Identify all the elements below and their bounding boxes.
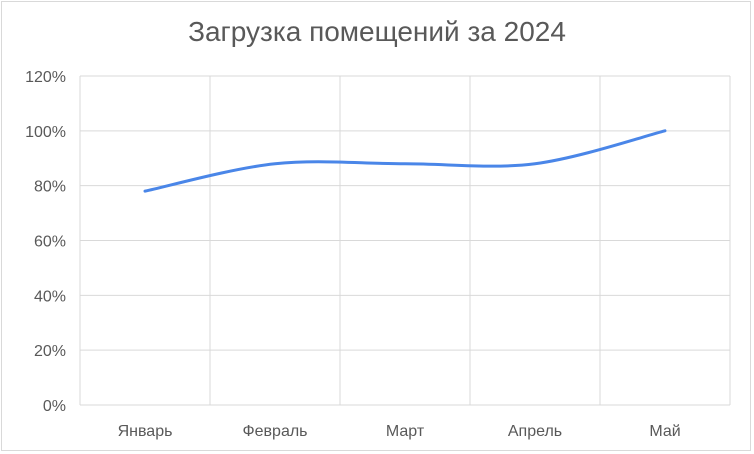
y-axis-ticks: 0% 20% 40% 60% 80% 100% 120% bbox=[25, 69, 66, 415]
y-tick-label: 0% bbox=[43, 398, 66, 415]
y-tick-label: 20% bbox=[34, 343, 66, 360]
y-tick-label: 120% bbox=[25, 69, 66, 86]
x-tick-label: Май bbox=[649, 423, 680, 440]
y-tick-label: 60% bbox=[34, 234, 66, 251]
y-tick-label: 80% bbox=[34, 179, 66, 196]
grid bbox=[79, 75, 731, 406]
y-tick-label: 100% bbox=[25, 124, 66, 141]
x-axis-ticks: Январь Февраль Март Апрель Май bbox=[118, 423, 681, 440]
x-tick-label: Февраль bbox=[242, 423, 307, 440]
x-tick-label: Март bbox=[386, 423, 425, 440]
series-group bbox=[143, 129, 667, 193]
series-line bbox=[143, 129, 667, 193]
chart-title: Загрузка помещений за 2024 bbox=[188, 16, 566, 47]
y-tick-label: 40% bbox=[34, 288, 66, 305]
x-tick-label: Апрель bbox=[508, 423, 562, 440]
x-tick-label: Январь bbox=[118, 423, 173, 440]
